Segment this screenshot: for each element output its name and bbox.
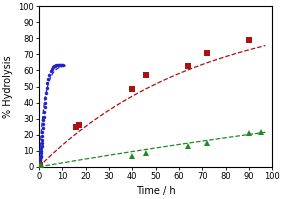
Y-axis label: % Hydrolysis: % Hydrolysis [3, 55, 13, 118]
X-axis label: Time / h: Time / h [136, 186, 175, 196]
